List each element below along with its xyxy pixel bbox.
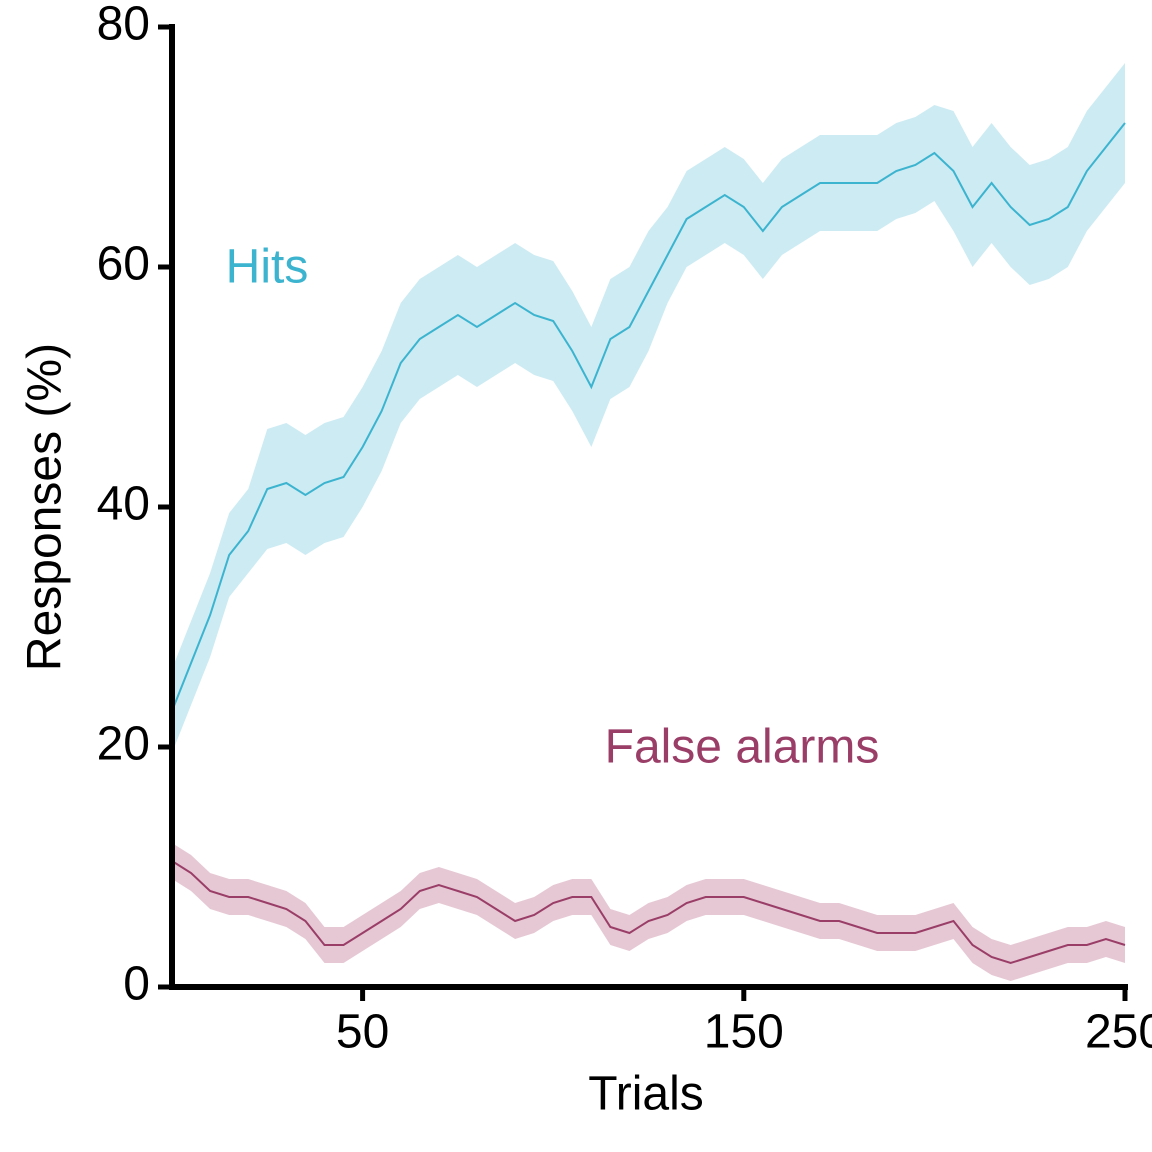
y-tick-label: 20 xyxy=(97,718,150,771)
series-label: Hits xyxy=(226,241,309,294)
y-axis-label: Responses (%) xyxy=(19,343,72,671)
y-tick-label: 0 xyxy=(123,958,150,1011)
series-line xyxy=(171,122,1126,712)
y-tick-label: 40 xyxy=(97,478,150,531)
x-axis-label: Trials xyxy=(588,1068,704,1121)
x-tick-label: 50 xyxy=(336,1006,389,1059)
series-label: False alarms xyxy=(605,721,880,774)
error-band xyxy=(172,843,1125,981)
x-tick-label: 250 xyxy=(1085,1006,1152,1059)
y-tick-label: 60 xyxy=(97,238,150,291)
y-tick-label: 80 xyxy=(97,0,150,51)
series-line xyxy=(171,860,1126,965)
error-band xyxy=(172,63,1125,753)
x-tick-label: 150 xyxy=(704,1006,784,1059)
